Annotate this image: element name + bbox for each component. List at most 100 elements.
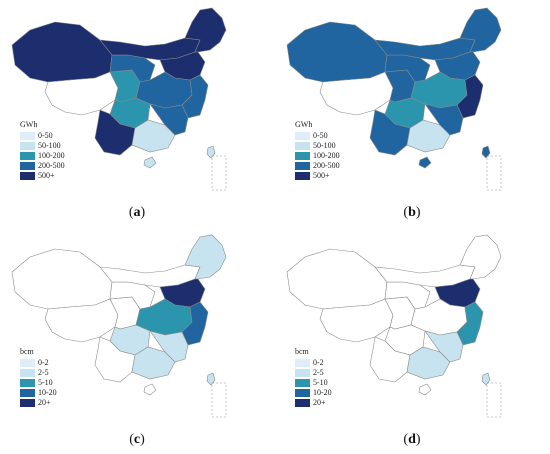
legend-swatch (20, 172, 35, 180)
legend-swatch (295, 162, 310, 170)
legend-swatch (20, 389, 35, 397)
legend-swatch (295, 389, 310, 397)
legend-label: 0-2 (313, 358, 324, 367)
choropleth-map (286, 7, 502, 191)
legend-item: 200-500 (20, 161, 65, 171)
region-xinjiang (286, 21, 388, 83)
region-southwest (369, 336, 411, 383)
region-xinjiang (286, 248, 388, 310)
map-panel-a: GWh 0-50 50-100 100-200 200-500 500+ (a) (0, 0, 275, 227)
region-tibet (44, 71, 119, 116)
legend-swatch (20, 399, 35, 407)
south-sea-inset (486, 155, 502, 191)
legend-item: 500+ (20, 171, 65, 181)
legend-swatch (295, 359, 310, 367)
map-legend: GWh 0-50 50-100 100-200 200-500 500+ (295, 120, 340, 181)
choropleth-map (286, 234, 502, 418)
map-legend: bcm 0-2 2-5 5-10 10-20 20+ (20, 347, 57, 408)
region-hainan (418, 383, 432, 396)
panel-caption: (c) (129, 432, 145, 447)
legend-swatch (20, 132, 35, 140)
legend-unit: GWh (295, 120, 313, 129)
region-south (131, 119, 176, 153)
legend-label: 500+ (38, 171, 55, 180)
legend-label: 100-200 (38, 151, 65, 160)
legend-item: 20+ (295, 398, 332, 408)
panel-caption: (b) (403, 205, 421, 220)
legend-swatch (295, 152, 310, 160)
legend-swatch (295, 172, 310, 180)
legend-item: 100-200 (20, 151, 65, 161)
region-south (131, 346, 176, 380)
region-south (406, 346, 451, 380)
choropleth-map (11, 234, 227, 418)
region-east (181, 301, 209, 346)
legend-item: 50-100 (20, 141, 65, 151)
map-legend: bcm 0-2 2-5 5-10 10-20 20+ (295, 347, 332, 408)
legend-item: 0-50 (20, 131, 65, 141)
legend-item: 2-5 (20, 368, 57, 378)
legend-label: 200-500 (38, 161, 65, 170)
legend-swatch (295, 379, 310, 387)
region-east (181, 74, 209, 119)
legend-swatch (20, 359, 35, 367)
legend-item: 500+ (295, 171, 340, 181)
legend-swatch (20, 142, 35, 150)
legend-swatch (20, 162, 35, 170)
legend-item: 100-200 (295, 151, 340, 161)
region-southeast (149, 330, 189, 363)
panel-caption: (a) (128, 205, 146, 220)
region-hainan (418, 156, 432, 169)
legend-label: 500+ (313, 171, 330, 180)
legend-item: 5-10 (20, 378, 57, 388)
region-southwest (94, 109, 136, 156)
region-taiwan (481, 145, 491, 159)
region-hainan (143, 156, 157, 169)
south-sea-inset (211, 382, 227, 418)
map-panel-d: bcm 0-2 2-5 5-10 10-20 20+ (d) (275, 227, 550, 454)
legend-swatch (20, 379, 35, 387)
legend-label: 5-10 (313, 378, 328, 387)
panel-caption: (d) (403, 432, 421, 447)
legend-label: 100-200 (313, 151, 340, 160)
legend-item: 10-20 (295, 388, 332, 398)
region-hainan (143, 383, 157, 396)
region-east (456, 301, 484, 346)
legend-swatch (20, 152, 35, 160)
region-tibet (319, 71, 394, 116)
region-tibet (44, 298, 119, 343)
region-southwest (369, 109, 411, 156)
legend-item: 10-20 (20, 388, 57, 398)
legend-swatch (295, 142, 310, 150)
region-northeast (459, 7, 502, 53)
legend-label: 50-100 (313, 141, 336, 150)
region-northeast (459, 234, 502, 280)
map-legend: GWh 0-50 50-100 100-200 200-500 500+ (20, 120, 65, 181)
region-southeast (424, 103, 464, 136)
legend-label: 200-500 (313, 161, 340, 170)
south-sea-inset (211, 155, 227, 191)
legend-label: 0-50 (38, 131, 53, 140)
region-xinjiang (11, 248, 113, 310)
region-taiwan (206, 372, 216, 386)
region-south (406, 119, 451, 153)
region-northeast (184, 234, 227, 280)
legend-swatch (295, 369, 310, 377)
legend-label: 20+ (38, 398, 51, 407)
region-east (456, 74, 484, 119)
legend-item: 200-500 (295, 161, 340, 171)
region-taiwan (481, 372, 491, 386)
legend-item: 20+ (20, 398, 57, 408)
legend-unit: GWh (20, 120, 38, 129)
legend-item: 0-2 (295, 358, 332, 368)
map-panel-c: bcm 0-2 2-5 5-10 10-20 20+ (c) (0, 227, 275, 454)
region-southeast (424, 330, 464, 363)
legend-unit: bcm (20, 347, 34, 356)
legend-item: 0-2 (20, 358, 57, 368)
map-panel-b: GWh 0-50 50-100 100-200 200-500 500+ (b) (275, 0, 550, 227)
region-northeast (184, 7, 227, 53)
region-southeast (149, 103, 189, 136)
legend-label: 20+ (313, 398, 326, 407)
region-tibet (319, 298, 394, 343)
legend-label: 5-10 (38, 378, 53, 387)
